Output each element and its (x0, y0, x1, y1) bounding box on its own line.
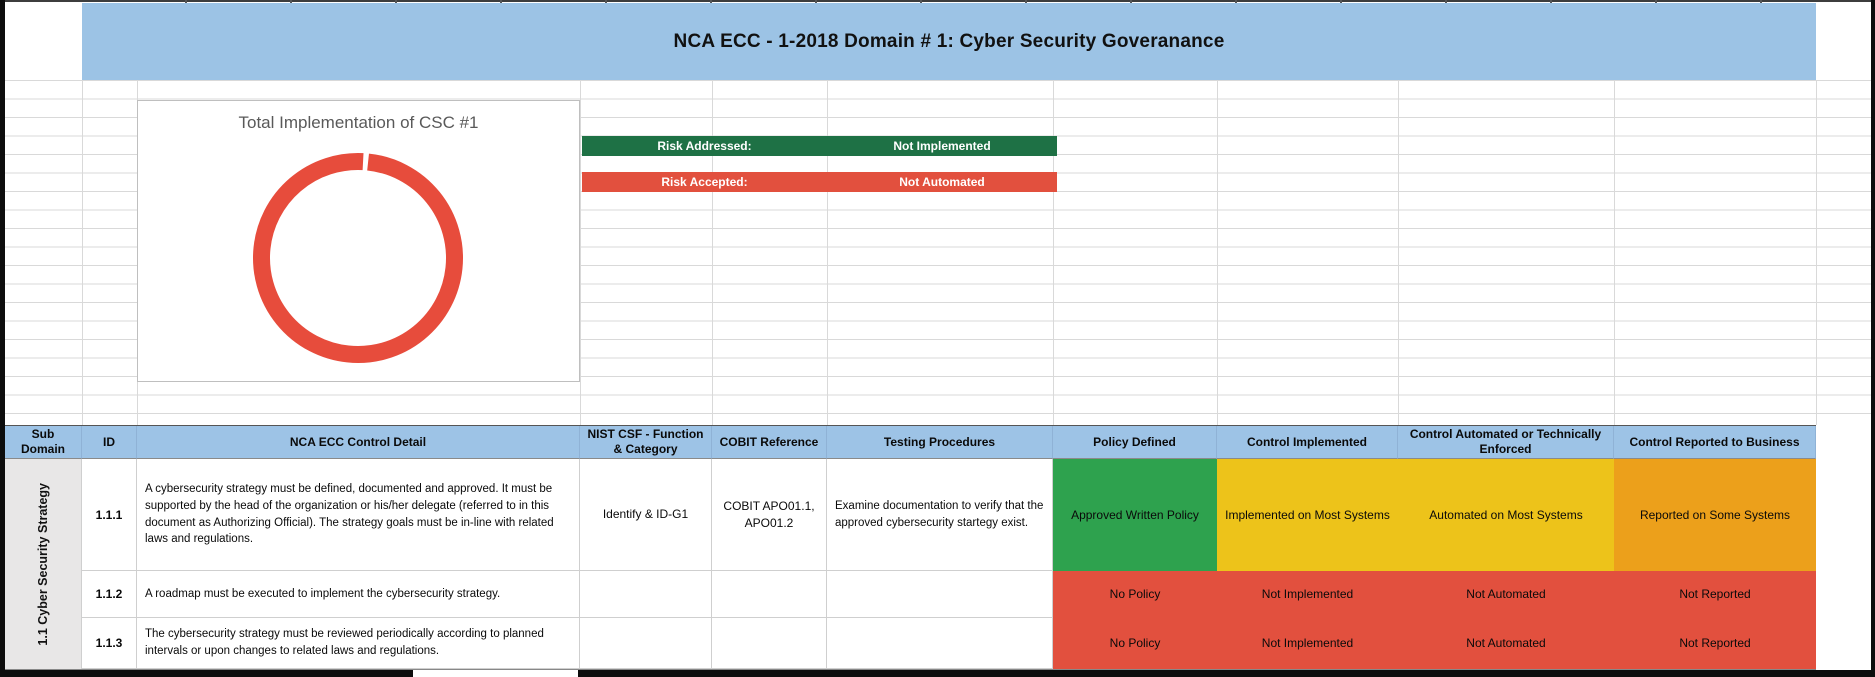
cell-detail-1-1-3[interactable]: The cybersecurity strategy must be revie… (137, 618, 580, 669)
column-tick-marks (82, 0, 1816, 4)
status-policy-1-1-1[interactable]: Approved Written Policy (1053, 459, 1217, 571)
status-policy-1-1-3[interactable]: No Policy (1053, 618, 1217, 669)
cell-id-1-1-2[interactable]: 1.1.2 (82, 571, 137, 618)
cell-nist-1-1-3[interactable] (580, 618, 712, 669)
chart-title: Total Implementation of CSC #1 (238, 113, 479, 132)
gridline (1398, 80, 1399, 425)
header-control-detail[interactable]: NCA ECC Control Detail (137, 426, 580, 459)
right-border (1871, 0, 1875, 677)
cell-cobit-1-1-2[interactable] (712, 571, 827, 618)
controls-table: Sub Domain ID NCA ECC Control Detail NIS… (5, 425, 1816, 670)
page-title: NCA ECC - 1-2018 Domain # 1: Cyber Secur… (673, 30, 1225, 52)
status-automated-1-1-3[interactable]: Not Automated (1398, 618, 1614, 669)
cell-cobit-1-1-3[interactable] (712, 618, 827, 669)
status-implemented-1-1-1[interactable]: Implemented on Most Systems (1217, 459, 1398, 571)
risk-accepted-value: Not Automated (899, 175, 985, 189)
gridline (1816, 80, 1817, 425)
cell-cobit-1-1-1[interactable]: COBIT APO01.1, APO01.2 (712, 459, 827, 571)
status-policy-1-1-2[interactable]: No Policy (1053, 571, 1217, 618)
header-control-automated[interactable]: Control Automated or Technically Enforce… (1398, 426, 1614, 459)
cell-detail-1-1-1[interactable]: A cybersecurity strategy must be defined… (137, 459, 580, 571)
risk-addressed-legend[interactable]: Risk Addressed: Not Implemented (582, 136, 1057, 156)
gridline (1053, 80, 1054, 425)
cell-detail-1-1-2[interactable]: A roadmap must be executed to implement … (137, 571, 580, 618)
status-automated-1-1-1[interactable]: Automated on Most Systems (1398, 459, 1614, 571)
header-cobit[interactable]: COBIT Reference (712, 426, 827, 459)
status-reported-1-1-3[interactable]: Not Reported (1614, 618, 1816, 669)
gridline (1217, 80, 1218, 425)
risk-accepted-legend[interactable]: Risk Accepted: Not Automated (582, 172, 1057, 192)
gridline (1614, 80, 1615, 425)
status-reported-1-1-2[interactable]: Not Reported (1614, 571, 1816, 618)
cell-testing-1-1-2[interactable] (827, 571, 1053, 618)
cell-id-1-1-1[interactable]: 1.1.1 (82, 459, 137, 571)
cell-nist-1-1-1[interactable]: Identify & ID-G1 (580, 459, 712, 571)
cell-id-1-1-3[interactable]: 1.1.3 (82, 618, 137, 669)
cell-testing-1-1-1[interactable]: Examine documentation to verify that the… (827, 459, 1053, 571)
sheet-title-banner[interactable]: NCA ECC - 1-2018 Domain # 1: Cyber Secur… (82, 3, 1816, 80)
header-nist-csf[interactable]: NIST CSF - Function & Category (580, 426, 712, 459)
status-automated-1-1-2[interactable]: Not Automated (1398, 571, 1614, 618)
subdomain-label: 1.1 Cyber Security Strategy (36, 482, 50, 646)
left-border (0, 0, 5, 677)
header-testing[interactable]: Testing Procedures (827, 426, 1053, 459)
cell-testing-1-1-3[interactable] (827, 618, 1053, 669)
gridline (712, 80, 713, 425)
implementation-doughnut-chart[interactable]: Total Implementation of CSC #1 (137, 100, 580, 382)
doughnut-ring (253, 153, 463, 363)
gridline (827, 80, 828, 425)
bottom-border-left-segment (0, 670, 413, 677)
risk-accepted-label: Risk Accepted: (661, 175, 748, 189)
header-id[interactable]: ID (82, 426, 137, 459)
header-control-reported[interactable]: Control Reported to Business (1614, 426, 1816, 459)
header-control-implemented[interactable]: Control Implemented (1217, 426, 1398, 459)
gridline (580, 80, 581, 425)
header-sub-domain[interactable]: Sub Domain (5, 426, 82, 459)
status-reported-1-1-1[interactable]: Reported on Some Systems (1614, 459, 1816, 571)
gridline (82, 80, 83, 425)
status-implemented-1-1-2[interactable]: Not Implemented (1217, 571, 1398, 618)
risk-addressed-label: Risk Addressed: (657, 139, 752, 153)
bottom-border-right-segment (578, 670, 1875, 677)
cell-nist-1-1-2[interactable] (580, 571, 712, 618)
header-policy-defined[interactable]: Policy Defined (1053, 426, 1217, 459)
status-implemented-1-1-3[interactable]: Not Implemented (1217, 618, 1398, 669)
risk-addressed-value: Not Implemented (893, 139, 991, 153)
subdomain-cell[interactable]: 1.1 Cyber Security Strategy (5, 459, 82, 669)
